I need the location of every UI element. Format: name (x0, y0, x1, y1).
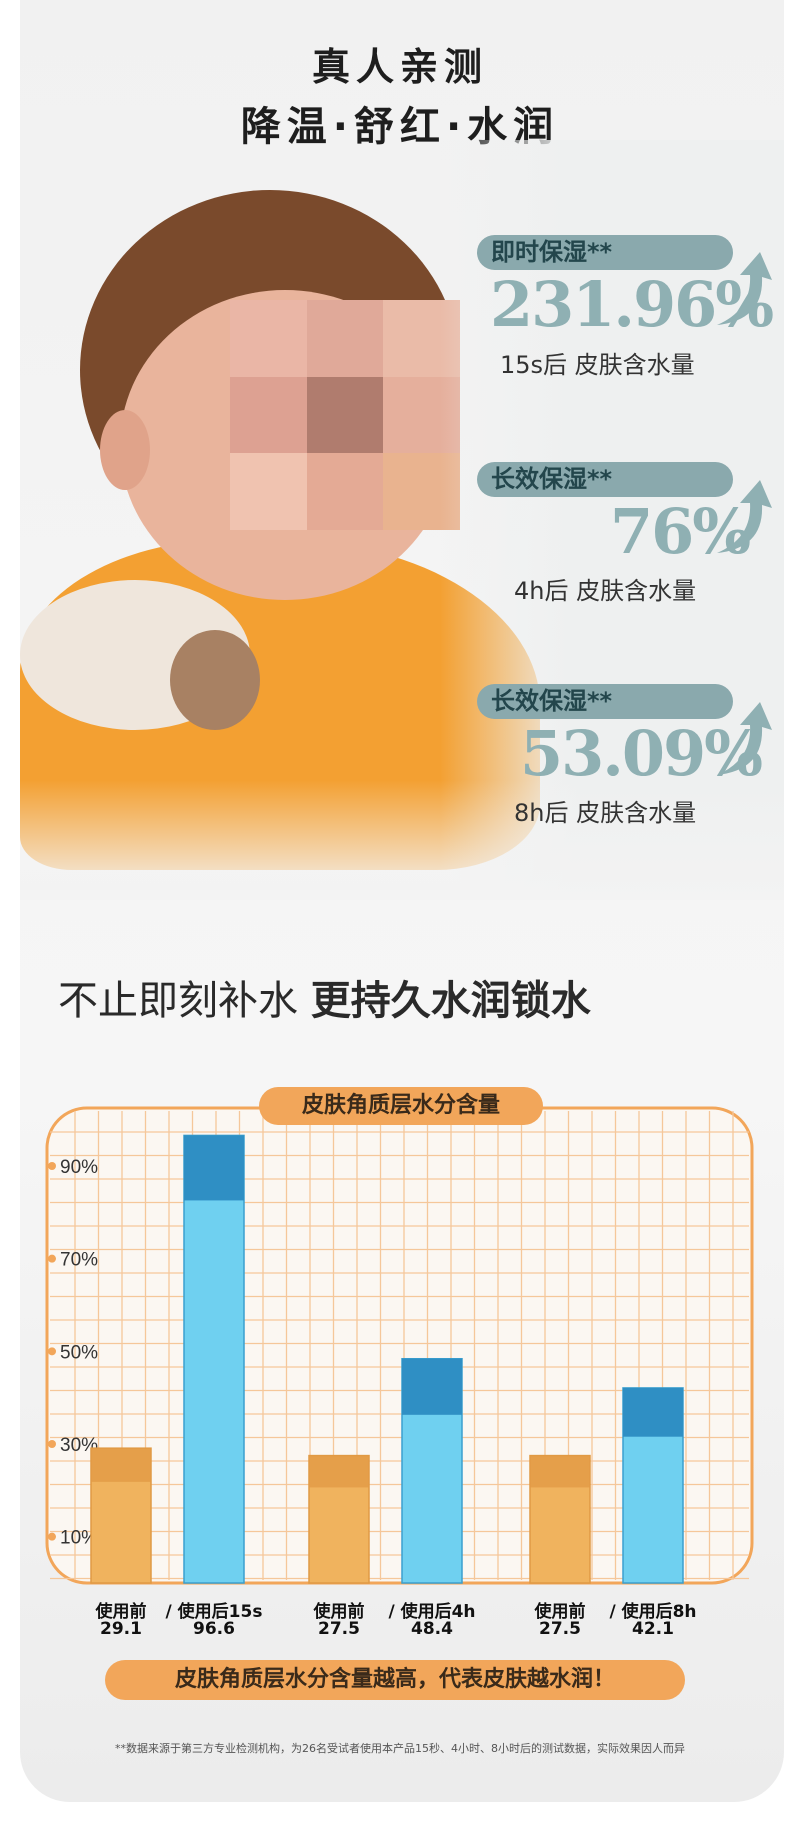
y-tick-dot (48, 1254, 56, 1263)
y-tick-dot (48, 1347, 56, 1356)
headline-light: 不止即刻补水 (58, 978, 298, 1024)
headline: 不止即刻补水 更持久水润锁水 (58, 968, 591, 1026)
x-category-label: / 使用后8h (609, 1602, 697, 1622)
stat-value-8h: 53.09% (520, 717, 763, 790)
y-tick-label: 50% (60, 1342, 98, 1363)
x-category-label: / 使用后15s (165, 1602, 263, 1622)
up-arrow-icon (717, 252, 772, 325)
chart-title: 皮肤角质层水分含量 (259, 1087, 543, 1125)
badge-long-moisture-8h: 长效保湿** (477, 684, 733, 719)
bar-value-label: 48.4 (411, 1619, 453, 1639)
stat-value-15s: 231.96% (490, 268, 774, 341)
bar-top-liquid (91, 1448, 151, 1482)
bar-value-label: 96.6 (193, 1619, 235, 1639)
title-line-1: 真人亲测 (311, 45, 488, 89)
bar-value-label: 27.5 (318, 1619, 360, 1639)
bar-top-liquid (623, 1387, 683, 1437)
x-category-label: 使用前 (313, 1602, 365, 1622)
up-arrow-icon (717, 702, 772, 775)
headline-bold: 更持久水润锁水 (310, 978, 591, 1024)
x-category-label: 使用前 (534, 1602, 586, 1622)
bar-top-liquid (309, 1455, 369, 1488)
bar-top-liquid (530, 1455, 590, 1488)
footnote: **数据来源于第三方专业检测机构，为26名受试者使用本产品15秒、4小时、8小时… (115, 1742, 685, 1755)
bar-value-label: 29.1 (100, 1619, 142, 1639)
badge-instant-moisture: 即时保湿** (477, 235, 733, 270)
stat-value-4h: 76% (610, 495, 751, 568)
y-tick-label: 30% (60, 1435, 98, 1456)
stat-caption-4h: 4h后 皮肤含水量 (514, 577, 697, 605)
y-tick-dot (48, 1440, 56, 1448)
bar-value-label: 27.5 (539, 1619, 581, 1639)
y-tick-label: 70% (60, 1250, 98, 1271)
badge-long-moisture-4h: 长效保湿** (477, 462, 733, 497)
bar-value-label: 42.1 (632, 1619, 674, 1639)
y-tick-label: 10% (60, 1528, 98, 1549)
x-category-label: 使用前 (95, 1602, 147, 1622)
x-category-label: / 使用后4h (388, 1602, 476, 1622)
baby-photo (20, 140, 784, 900)
y-tick-label: 90% (60, 1157, 98, 1178)
y-tick-dot (48, 1532, 56, 1541)
bar-top-liquid (402, 1358, 462, 1415)
bar (183, 1134, 245, 1584)
y-tick-dot (48, 1162, 56, 1170)
stat-caption-15s: 15s后 皮肤含水量 (500, 351, 695, 379)
summary-note: 皮肤角质层水分含量越高，代表皮肤越水润！ (105, 1660, 685, 1700)
up-arrow-icon (717, 480, 772, 553)
stat-caption-8h: 8h后 皮肤含水量 (514, 799, 697, 827)
bar-top-liquid (184, 1135, 244, 1201)
